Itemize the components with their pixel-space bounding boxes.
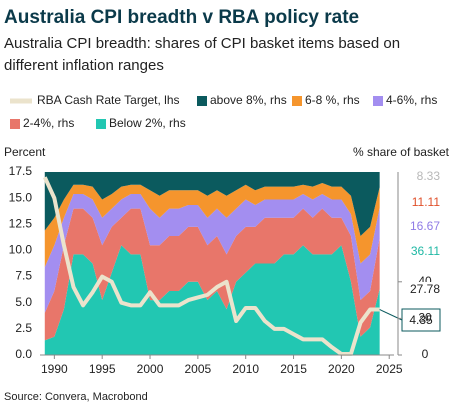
end-label-bg <box>408 219 442 235</box>
y-tick-label: 7.5 <box>15 269 32 283</box>
y-tick-label: 15.0 <box>9 190 33 204</box>
x-tick-label: 2010 <box>232 362 259 376</box>
end-label-box <box>401 308 441 332</box>
x-tick-label: 2025 <box>376 362 403 376</box>
y2-axis-title: % share of basket <box>353 145 450 159</box>
chart-title: Australia CPI breadth v RBA policy rate <box>4 7 359 28</box>
y-tick-label: 0.0 <box>15 347 32 361</box>
legend-swatch <box>10 119 20 129</box>
stack-area <box>44 193 380 313</box>
end-label-bg <box>408 282 442 298</box>
legend-label: 6-8 %, rhs <box>305 93 360 107</box>
end-label-bg <box>408 195 442 211</box>
x-tick-label: 2000 <box>137 362 164 376</box>
stack-area <box>44 245 380 355</box>
stack-area <box>44 208 380 341</box>
subtitle-box: Australia CPI breadth: shares of CPI bas… <box>4 35 401 74</box>
end-label-bg <box>408 244 442 260</box>
x-tick-label: 1995 <box>89 362 116 376</box>
y-axis-title: Percent <box>4 145 46 159</box>
y-tick-label: 12.5 <box>9 216 33 230</box>
y-tick-label: 17.5 <box>9 164 33 178</box>
legend-swatch <box>292 96 302 106</box>
legend-label: above 8%, rhs <box>210 93 287 107</box>
x-tick-label: 1990 <box>41 362 68 376</box>
legend-label: RBA Cash Rate Target, lhs <box>37 93 180 107</box>
legend-label: 4-6%, rhs <box>386 93 437 107</box>
stack-area <box>44 182 380 268</box>
stack-end-label: 27.78 <box>410 282 440 296</box>
stack-end-label: 16.67 <box>410 219 440 233</box>
stack-end-label: 11.11 <box>412 195 441 209</box>
y2-tick-label: 0 <box>422 347 429 361</box>
y2-tick-label: 20 <box>418 311 432 325</box>
legend-label: 2-4%, rhs <box>23 116 74 130</box>
stack-area <box>44 172 380 237</box>
legend-label: Below 2%, rhs <box>109 116 186 130</box>
y-tick-label: 10.0 <box>9 243 33 257</box>
legend-swatch <box>96 119 106 129</box>
y-tick-label: 5.0 <box>15 295 32 309</box>
legend-swatch <box>197 96 207 106</box>
end-label-bg <box>408 169 442 185</box>
x-tick-label: 2015 <box>280 362 307 376</box>
cash-rate-line <box>42 176 380 356</box>
source: Source: Convera, Macrobond <box>4 391 148 403</box>
legend-swatch <box>373 96 383 106</box>
y-tick-label: 2.5 <box>15 321 32 335</box>
x-tick-label: 2005 <box>185 362 212 376</box>
chart-subtitle: Australia CPI breadth: shares of CPI bas… <box>4 35 401 74</box>
stack-end-label: 8.33 <box>417 169 441 183</box>
x-tick-label: 2020 <box>328 362 355 376</box>
stack-end-label: 36.11 <box>411 244 440 258</box>
end-label: 4.35 <box>409 313 433 327</box>
